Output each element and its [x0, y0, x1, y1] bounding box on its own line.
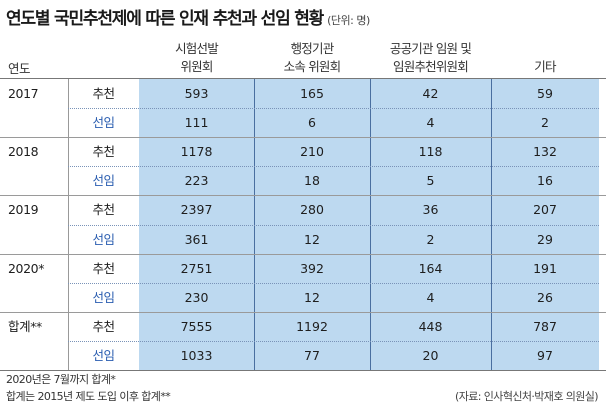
elected-value: 4	[426, 289, 435, 305]
recommended-label: 추천	[92, 260, 115, 276]
recommended-value: 392	[300, 260, 324, 276]
recommended-label: 추천	[92, 202, 115, 218]
elected-value: 230	[184, 289, 209, 305]
group-divider	[0, 137, 606, 138]
year-column-header: 연도	[8, 61, 31, 76]
header-divider	[0, 78, 606, 79]
row-divider	[68, 283, 599, 284]
source-note: (자료: 인사혁신처·박재호 의원실)	[455, 390, 599, 403]
recommended-value: 787	[533, 318, 557, 334]
elected-value: 6	[308, 115, 316, 131]
elected-value: 223	[184, 173, 209, 189]
elected-value: 20	[422, 347, 439, 363]
column-divider	[491, 79, 492, 370]
recommended-value: 210	[300, 144, 324, 160]
elected-value: 2	[426, 231, 435, 247]
column-divider	[254, 79, 255, 370]
elected-value: 12	[304, 289, 320, 305]
recommended-value: 36	[422, 202, 439, 218]
recommended-label: 추천	[92, 86, 115, 101]
recommended-value: 280	[300, 202, 324, 218]
row-divider	[68, 166, 599, 167]
group-divider	[0, 254, 606, 255]
elected-value: 26	[537, 289, 553, 305]
year-label: 2018	[8, 144, 39, 160]
recommended-value: 191	[533, 260, 557, 276]
recommended-value: 207	[533, 202, 557, 218]
recommended-value: 1178	[180, 144, 213, 160]
recommended-value: 59	[537, 86, 553, 101]
recommended-value: 42	[422, 86, 439, 101]
elected-label: 선임	[92, 115, 115, 131]
elected-value: 5	[426, 173, 435, 189]
unit-label: (단위: 명)	[327, 14, 370, 27]
elected-label: 선임	[92, 289, 115, 305]
year-label: 2020*	[8, 260, 45, 276]
recommended-value: 165	[300, 86, 324, 101]
recommended-label: 추천	[92, 318, 115, 334]
data-area-background	[139, 79, 599, 370]
group-divider	[0, 370, 606, 371]
group-divider	[0, 195, 606, 196]
elected-value: 18	[304, 173, 320, 189]
recommended-value: 164	[418, 260, 443, 276]
column-divider	[370, 79, 371, 370]
year-label: 2017	[8, 86, 39, 101]
row-divider	[68, 341, 599, 342]
recommended-value: 1192	[296, 318, 328, 334]
recommended-value: 7555	[180, 318, 213, 334]
year-label: 합계**	[8, 318, 42, 334]
recommended-value: 118	[418, 144, 443, 160]
elected-value: 1033	[180, 347, 213, 363]
elected-label: 선임	[92, 231, 115, 247]
elected-value: 12	[304, 231, 320, 247]
recommended-value: 448	[418, 318, 443, 334]
elected-label: 선임	[92, 347, 115, 363]
recommended-value: 132	[533, 144, 557, 160]
elected-value: 4	[426, 115, 435, 131]
recommended-value: 2751	[180, 260, 213, 276]
elected-value: 16	[537, 173, 553, 189]
elected-label: 선임	[92, 173, 115, 189]
footnote-2020: 2020년은 7월까지 합계*	[6, 373, 116, 386]
elected-value: 77	[304, 347, 320, 363]
recommended-value: 2397	[180, 202, 213, 218]
elected-value: 361	[184, 231, 209, 247]
row-divider	[68, 108, 599, 109]
recommended-value: 593	[184, 86, 209, 101]
column-header-exam-committee: 시험선발 위원회	[175, 41, 219, 74]
elected-value: 2	[541, 115, 549, 131]
column-header-public-org: 공공기관 임원 및 임원추천위원회	[389, 41, 472, 74]
elected-value: 111	[184, 115, 209, 131]
group-divider	[0, 312, 606, 313]
year-column-divider	[68, 79, 69, 370]
elected-value: 97	[537, 347, 553, 363]
row-divider	[68, 225, 599, 226]
table-title: 연도별 국민추천제에 따른 인재 추천과 선임 현황 (단위: 명)	[6, 4, 370, 29]
title-text: 연도별 국민추천제에 따른 인재 추천과 선임 현황	[6, 9, 324, 29]
elected-value: 29	[537, 231, 553, 247]
footnote-total: 합계는 2015년 제도 도입 이후 합계**	[6, 390, 171, 403]
column-header-admin-committee: 행정기관 소속 위원회	[283, 41, 341, 74]
recommended-label: 추천	[92, 144, 115, 160]
column-header-etc: 기타	[534, 59, 556, 74]
year-label: 2019	[8, 202, 39, 218]
